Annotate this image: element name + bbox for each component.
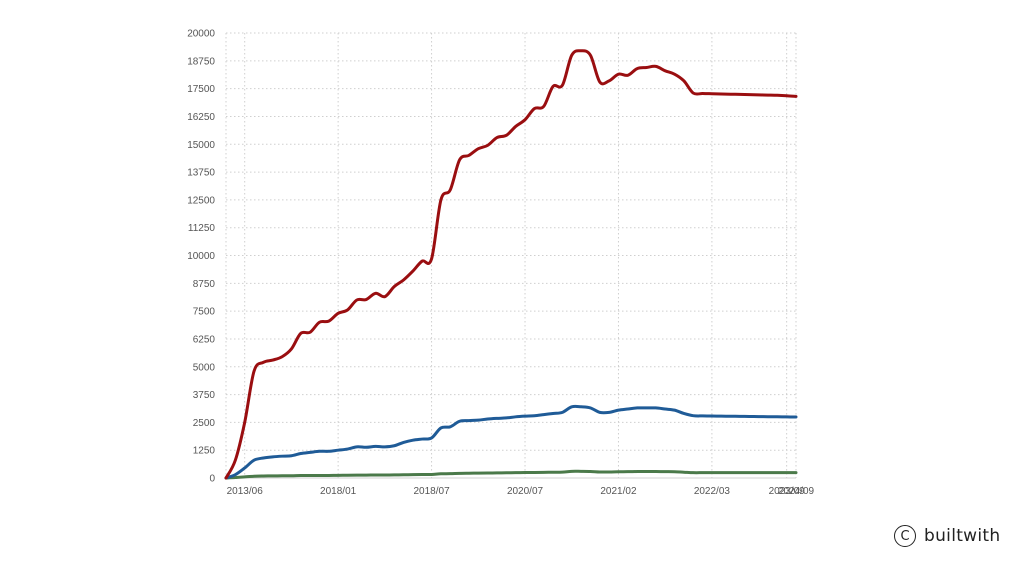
series-line-0 <box>224 49 798 480</box>
brand-label: builtwith <box>924 526 1001 546</box>
x-tick-label: 2024/09 <box>778 486 815 497</box>
y-tick-label: 20000 <box>187 29 215 40</box>
y-tick-label: 1250 <box>193 446 216 457</box>
y-tick-label: 12500 <box>187 195 215 206</box>
y-tick-label: 18750 <box>187 56 215 67</box>
y-tick-label: 5000 <box>193 362 216 373</box>
x-tick-label: 2020/07 <box>507 486 544 497</box>
y-tick-label: 7500 <box>193 307 216 318</box>
y-tick-label: 8750 <box>193 279 216 290</box>
y-axis-ticks: 0 1250 2500 3750 5000 6250 7500 8750 10000 11250 1… <box>187 29 215 485</box>
y-tick-label: 0 <box>209 474 215 485</box>
x-axis-ticks: 2013/06 2018/01 2018/07 2020/07 2021/02 2022/… <box>227 486 815 497</box>
grid <box>225 32 797 479</box>
x-tick-label: 2022/03 <box>694 486 731 497</box>
y-tick-label: 3750 <box>193 390 216 401</box>
y-tick-label: 17500 <box>187 84 215 95</box>
y-tick-label: 10000 <box>187 251 215 262</box>
series-lines <box>224 49 798 480</box>
series-line-1 <box>224 404 798 480</box>
y-tick-label: 11250 <box>188 223 216 234</box>
y-tick-label: 6250 <box>193 334 216 345</box>
y-tick-label: 16250 <box>187 112 215 123</box>
y-tick-label: 13750 <box>187 168 215 179</box>
x-tick-label: 2013/06 <box>227 486 264 497</box>
y-tick-label: 2500 <box>193 418 216 429</box>
x-tick-label: 2018/07 <box>413 486 450 497</box>
copyright-icon: C <box>894 525 916 547</box>
x-tick-label: 2021/02 <box>600 486 637 497</box>
builtwith-watermark: C builtwith <box>894 522 1000 550</box>
y-tick-label: 15000 <box>187 140 215 151</box>
x-tick-label: 2018/01 <box>320 486 357 497</box>
series-line-2 <box>224 469 798 480</box>
x-tick-label: 2023/09 <box>769 486 806 497</box>
